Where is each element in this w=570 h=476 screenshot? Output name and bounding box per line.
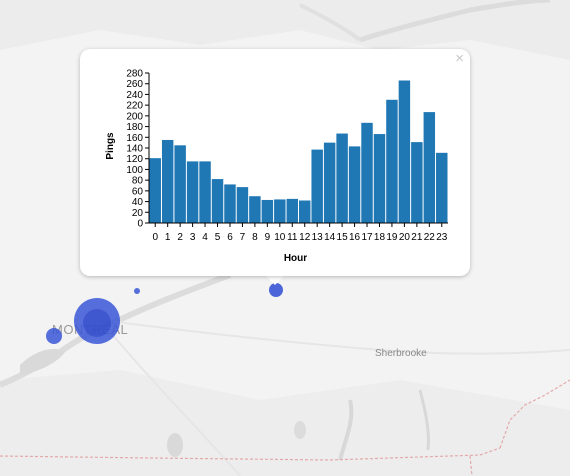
popup-tip — [265, 275, 285, 285]
x-tick-label-9: 9 — [265, 232, 271, 243]
x-tick-label-8: 8 — [252, 232, 258, 243]
y-tick-label-100: 100 — [126, 165, 143, 176]
y-tick-label-120: 120 — [126, 154, 143, 165]
y-tick-label-180: 180 — [126, 122, 143, 133]
x-tick-label-13: 13 — [312, 232, 324, 243]
x-tick-label-5: 5 — [215, 232, 221, 243]
y-tick-label-80: 80 — [132, 176, 144, 187]
x-tick-label-18: 18 — [374, 232, 386, 243]
bar-hour-23[interactable] — [436, 152, 448, 223]
x-tick-label-17: 17 — [361, 232, 373, 243]
bar-hour-13[interactable] — [311, 149, 323, 223]
state-border — [0, 447, 501, 461]
lake — [20, 348, 65, 375]
y-tick-label-280: 280 — [126, 69, 143, 80]
lake-small-2 — [294, 421, 306, 439]
x-tick-label-21: 21 — [411, 232, 423, 243]
x-axis-title: Hour — [284, 253, 307, 264]
bar-hour-6[interactable] — [224, 184, 236, 223]
bar-hour-3[interactable] — [186, 161, 199, 223]
road-2 — [99, 319, 241, 476]
y-tick-label-60: 60 — [132, 186, 144, 197]
x-tick-label-4: 4 — [202, 232, 208, 243]
x-tick-label-10: 10 — [274, 232, 286, 243]
x-tick-label-2: 2 — [177, 232, 183, 243]
state-border-vertical — [469, 455, 473, 476]
x-tick-label-0: 0 — [152, 232, 158, 243]
ping-marker-montreal-inner[interactable] — [83, 309, 111, 337]
bar-hour-10[interactable] — [274, 199, 286, 223]
x-tick-label-23: 23 — [436, 232, 448, 243]
y-tick-label-200: 200 — [126, 111, 143, 122]
y-tick-label-40: 40 — [132, 197, 144, 208]
y-tick-label-220: 220 — [126, 101, 143, 112]
bar-hour-22[interactable] — [423, 112, 436, 223]
y-tick-label-240: 240 — [126, 90, 143, 101]
bar-hour-20[interactable] — [398, 80, 411, 224]
river-north — [359, 0, 551, 43]
bar-hour-11[interactable] — [286, 198, 298, 223]
x-tick-label-14: 14 — [324, 232, 336, 243]
bar-hour-15[interactable] — [336, 133, 348, 223]
lake-north — [299, 3, 362, 42]
map-label-sherbrooke: Sherbrooke — [375, 348, 427, 359]
bar-hour-7[interactable] — [236, 187, 249, 223]
chart-popup: × 0 20 40 60 80 100 120 140 160 180 200 220 240 260 28… — [80, 49, 470, 276]
y-tick-label-160: 160 — [126, 133, 143, 144]
x-tick-label-12: 12 — [299, 232, 311, 243]
ping-marker-selected[interactable] — [269, 283, 283, 297]
x-tick-label-6: 6 — [227, 232, 233, 243]
y-axis-title: Pings — [105, 132, 116, 160]
x-tick-label-1: 1 — [165, 232, 171, 243]
bar-hour-14[interactable] — [323, 142, 336, 223]
map-terrain — [0, 0, 570, 60]
y-tick-label-260: 260 — [126, 79, 143, 90]
lake-east — [338, 399, 354, 461]
bar-hour-16[interactable] — [348, 146, 361, 223]
x-tick-label-16: 16 — [349, 232, 361, 243]
ping-marker-west[interactable] — [46, 328, 62, 344]
bar-hour-18[interactable] — [373, 134, 386, 223]
bar-hour-12[interactable] — [299, 200, 311, 224]
bar-hour-8[interactable] — [249, 196, 261, 223]
x-tick-label-19: 19 — [386, 232, 398, 243]
y-tick-label-140: 140 — [126, 144, 143, 155]
bar-hour-21[interactable] — [411, 142, 423, 223]
bar-hour-0[interactable] — [149, 158, 161, 223]
y-tick-label-0: 0 — [137, 219, 143, 230]
bar-hour-2[interactable] — [174, 145, 186, 223]
y-tick-label-20: 20 — [132, 208, 144, 219]
x-tick-label-11: 11 — [287, 232, 298, 243]
x-tick-label-3: 3 — [190, 232, 196, 243]
bar-hour-19[interactable] — [386, 99, 398, 223]
ping-marker-small[interactable] — [134, 288, 140, 294]
x-tick-label-7: 7 — [240, 232, 246, 243]
lake-small — [167, 433, 183, 457]
x-tick-label-22: 22 — [424, 232, 436, 243]
road — [99, 319, 570, 355]
state-border-east — [499, 379, 570, 449]
x-tick-label-20: 20 — [399, 232, 411, 243]
lake-memphremagog — [418, 389, 430, 451]
bar-hour-5[interactable] — [211, 179, 224, 223]
x-tick-label-15: 15 — [337, 232, 349, 243]
bar-hour-9[interactable] — [261, 199, 274, 223]
hourly-pings-chart: 0204060801001201401601802002202402602800… — [105, 69, 448, 264]
bar-hour-4[interactable] — [199, 161, 211, 223]
close-icon[interactable]: × — [455, 50, 464, 67]
bar-hour-17[interactable] — [361, 122, 373, 223]
bar-hour-1[interactable] — [161, 139, 174, 223]
